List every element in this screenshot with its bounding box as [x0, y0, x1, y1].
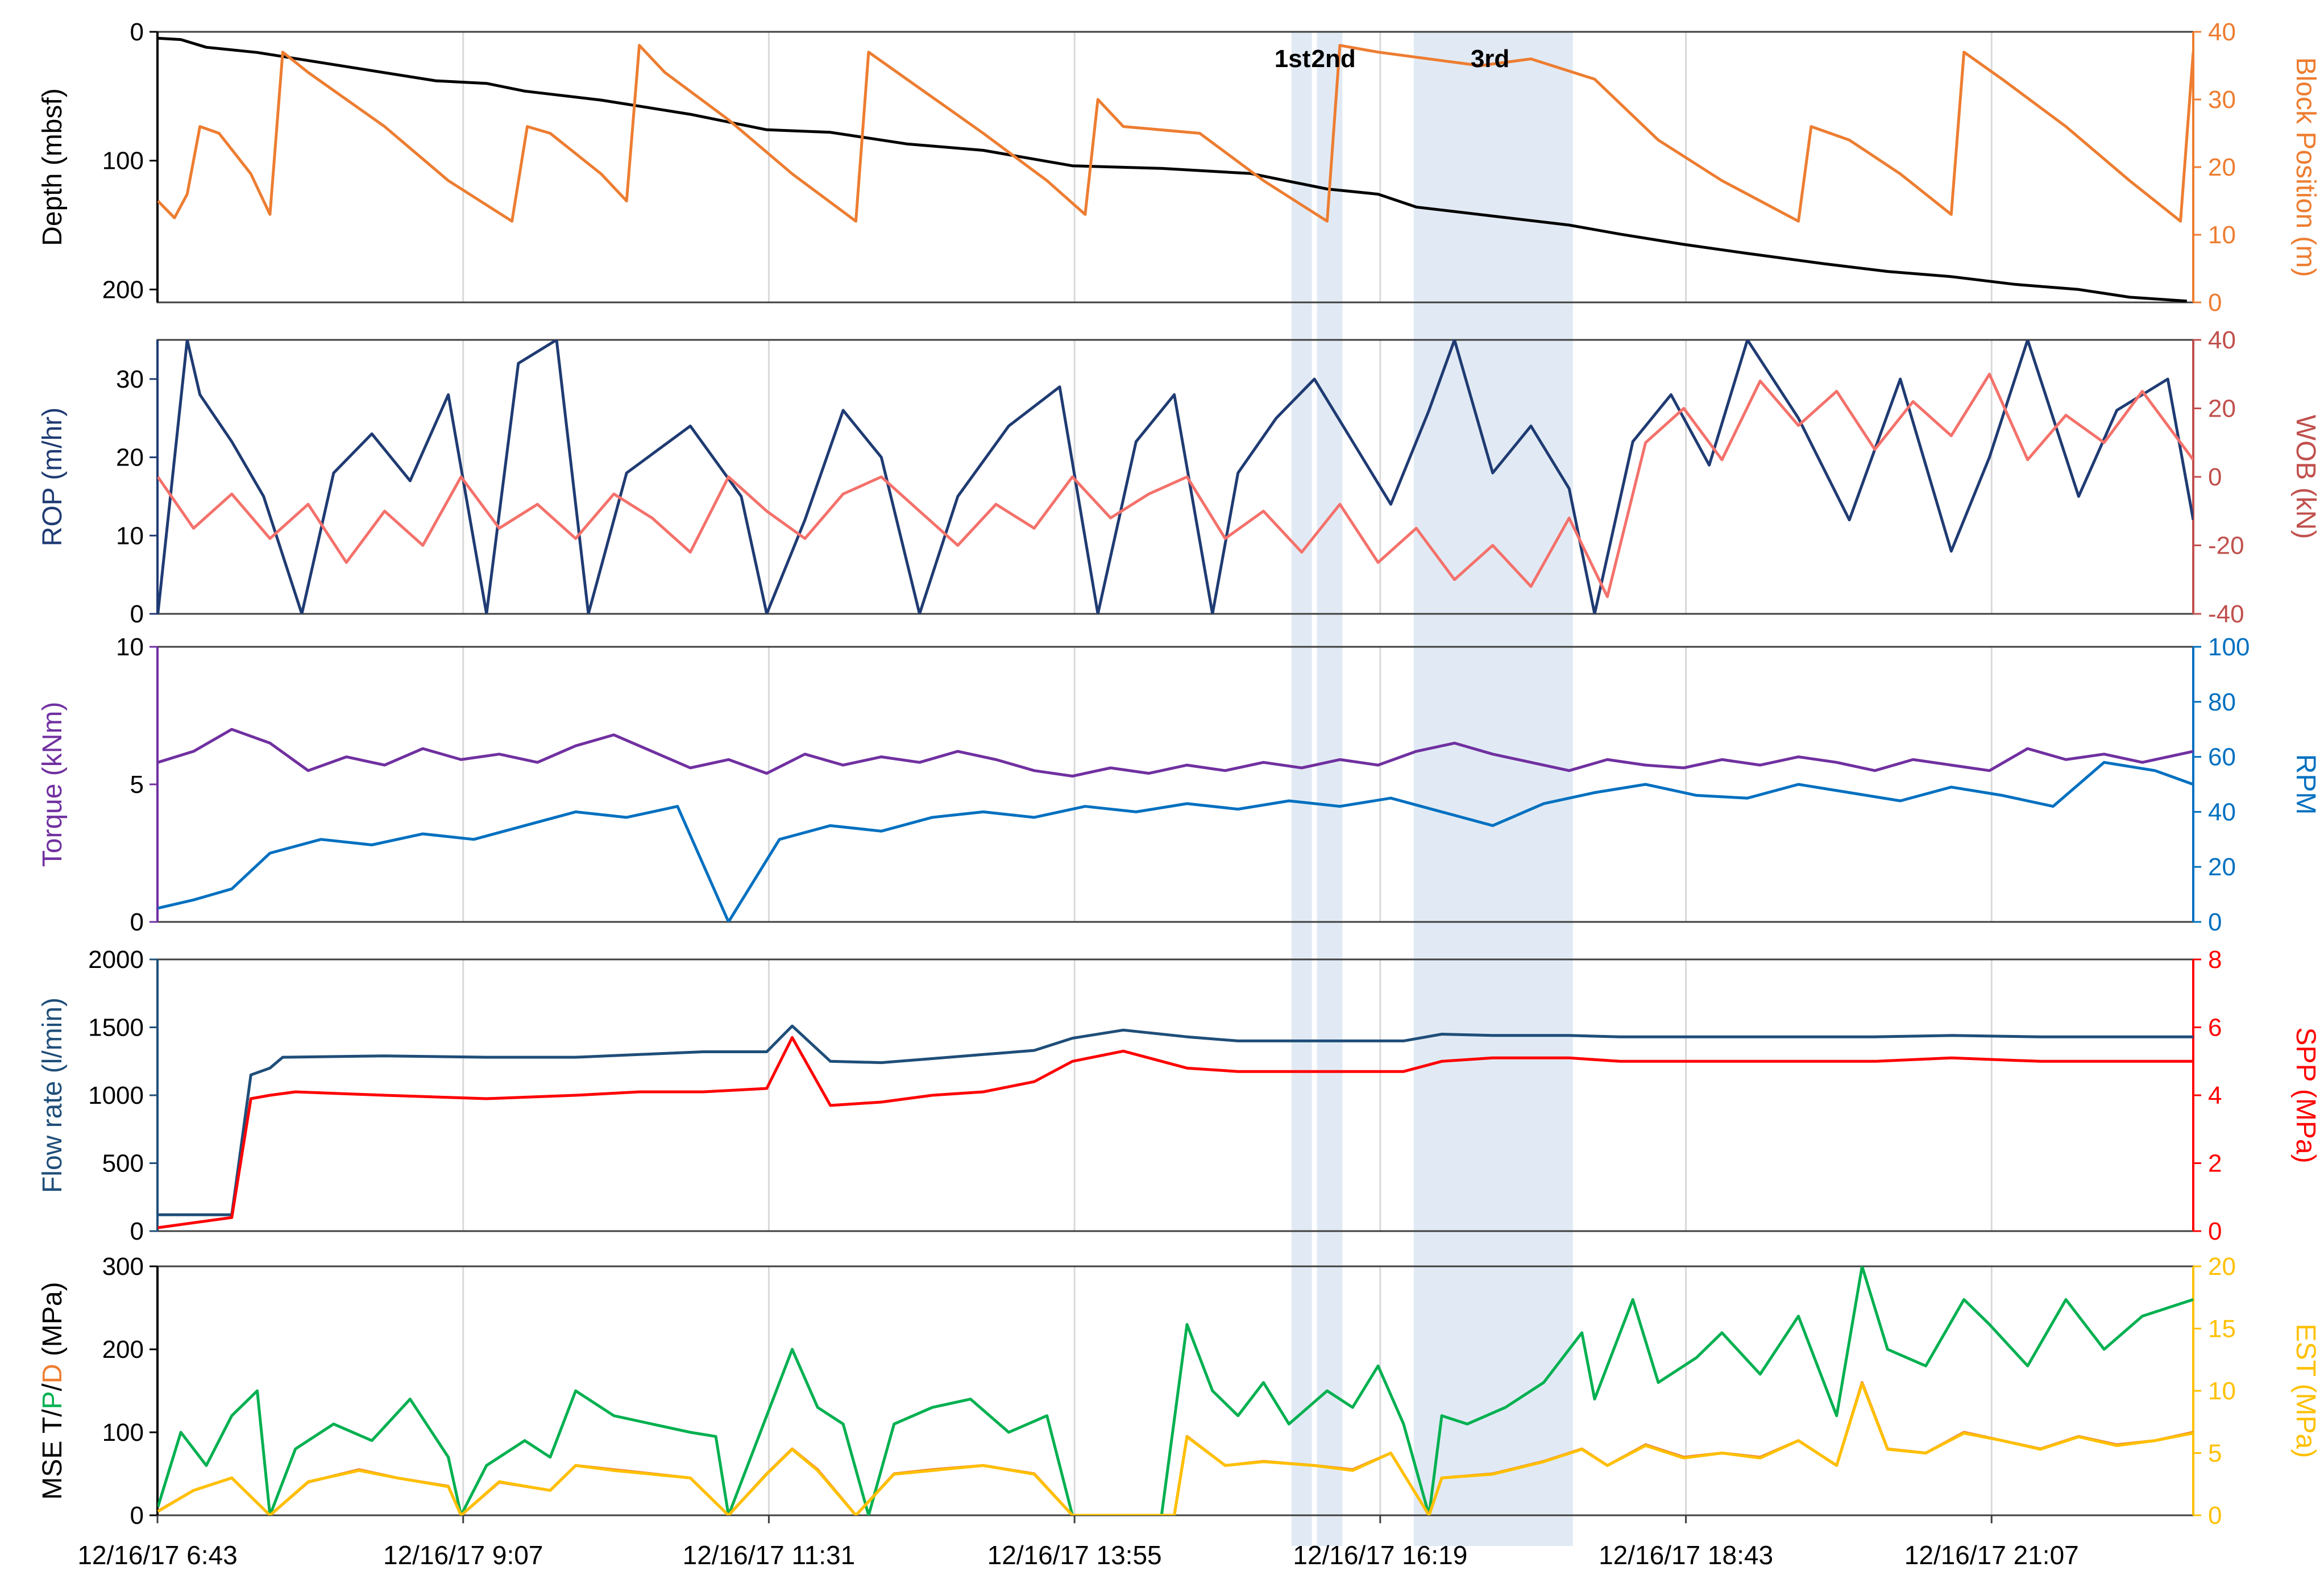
- highlight-label-2nd: 2nd: [1312, 45, 1356, 73]
- highlight-band-3rd: [1413, 32, 1573, 1546]
- x-tick-label: 12/16/17 9:07: [383, 1540, 543, 1570]
- right-tick-label: 60: [2208, 743, 2236, 771]
- left-axis-title: MSE T/P/D (MPa): [38, 1282, 68, 1499]
- right-axis-title: RPM: [2290, 754, 2321, 815]
- right-tick-label: 40: [2208, 18, 2236, 46]
- right-tick-label: 40: [2208, 326, 2236, 354]
- right-tick-label: 4: [2208, 1082, 2222, 1109]
- right-tick-label: 2: [2208, 1150, 2222, 1178]
- x-tick-label: 12/16/17 6:43: [77, 1540, 237, 1570]
- series-mse-p: [157, 1266, 2193, 1515]
- series-block-position: [157, 44, 2193, 223]
- x-tick-label: 12/16/17 11:31: [683, 1540, 856, 1570]
- left-axis-title: ROP (m/hr): [38, 408, 68, 546]
- highlight-label-3rd: 3rd: [1471, 45, 1509, 73]
- right-tick-label: 20: [2208, 153, 2236, 181]
- series-rop: [157, 340, 2193, 614]
- left-tick-label: 1000: [88, 1082, 144, 1109]
- x-tick-label: 12/16/17 16:19: [1293, 1540, 1467, 1570]
- right-tick-label: 0: [2208, 289, 2222, 317]
- left-axis-title-part: P: [38, 1391, 68, 1409]
- right-tick-label: 20: [2208, 853, 2236, 881]
- left-axis-title-part: MSE T/: [38, 1409, 68, 1500]
- left-axis-title-part: (MPa): [38, 1282, 68, 1364]
- series-est: [157, 1382, 2193, 1515]
- panel-flow_spp: 0 500 1000 1500 2000 0 2 4 6 8 Flow rate (l/min) SP…: [38, 946, 2321, 1245]
- right-tick-label: 80: [2208, 688, 2236, 716]
- series-torque: [157, 728, 2193, 778]
- series-wob: [157, 372, 2193, 598]
- x-tick-label: 12/16/17 21:07: [1904, 1540, 2079, 1570]
- right-axis-title: EST (MPa): [2290, 1324, 2321, 1458]
- highlight-band-2nd: [1317, 32, 1343, 1546]
- right-tick-label: 15: [2208, 1315, 2236, 1343]
- left-axis-title: Flow rate (l/min): [38, 998, 68, 1193]
- left-tick-label: 10: [116, 633, 144, 661]
- right-axis-title: WOB (kN): [2290, 415, 2321, 539]
- right-axis-title: SPP (MPa): [2290, 1027, 2321, 1163]
- left-axis-title-part: D: [38, 1364, 68, 1383]
- right-tick-label: 6: [2208, 1014, 2222, 1042]
- right-tick-label: 0: [2208, 1217, 2222, 1245]
- x-tick-label: 12/16/17 18:43: [1599, 1540, 1773, 1570]
- series-spp: [157, 1036, 2193, 1229]
- left-axis-title-part: /: [38, 1383, 68, 1391]
- right-tick-label: 20: [2208, 395, 2236, 423]
- left-tick-label: 100: [102, 147, 144, 175]
- series-flow-rate: [157, 1024, 2193, 1216]
- left-tick-label: 1500: [88, 1014, 144, 1042]
- right-tick-label: 8: [2208, 946, 2222, 974]
- right-tick-label: 10: [2208, 221, 2236, 249]
- left-tick-label: 200: [102, 1336, 144, 1364]
- left-axis-title: Depth (mbsf): [38, 88, 68, 246]
- left-tick-label: 0: [130, 18, 144, 46]
- right-axis-title: Block Position (m): [2290, 57, 2321, 277]
- left-tick-label: 0: [130, 600, 144, 628]
- left-tick-label: 0: [130, 908, 144, 936]
- left-tick-label: 20: [116, 444, 144, 472]
- series-rpm: [157, 760, 2193, 922]
- left-tick-label: 200: [102, 276, 144, 304]
- left-tick-label: 10: [116, 522, 144, 550]
- highlight-labels: 1st 2nd 3rd: [1275, 45, 1510, 73]
- x-axis: 12/16/17 6:43 12/16/17 9:07 12/16/17 11:31…: [77, 1515, 2079, 1570]
- highlight-label-1st: 1st: [1275, 45, 1311, 73]
- right-tick-label: 5: [2208, 1440, 2222, 1468]
- left-tick-label: 5: [130, 771, 144, 799]
- left-tick-label: 100: [102, 1419, 144, 1447]
- left-tick-label: 30: [116, 365, 144, 393]
- x-tick-label: 12/16/17 13:55: [987, 1540, 1162, 1570]
- right-tick-label: 100: [2208, 633, 2250, 661]
- right-tick-label: 40: [2208, 798, 2236, 826]
- right-tick-label: 0: [2208, 1502, 2222, 1530]
- left-tick-label: 0: [130, 1502, 144, 1530]
- right-tick-label: -40: [2208, 600, 2244, 628]
- panel-depth: 0 100 200 0 10 20 30 40 Depth (mbsf) Block Positi…: [38, 18, 2321, 317]
- panel-rop_wob: 0 10 20 30 -40 -20 0 20 40 ROP (m/hr) WOB (kN): [38, 326, 2321, 628]
- left-axis-title: Torque (kNm): [38, 702, 68, 867]
- highlight-bands: [1291, 32, 1573, 1546]
- left-tick-label: 2000: [88, 946, 144, 974]
- right-tick-label: 0: [2208, 908, 2222, 936]
- right-tick-label: 10: [2208, 1377, 2236, 1405]
- left-tick-label: 500: [102, 1150, 144, 1178]
- right-tick-label: -20: [2208, 532, 2244, 560]
- highlight-band-1st: [1291, 32, 1312, 1546]
- left-tick-label: 0: [130, 1217, 144, 1245]
- right-tick-label: 20: [2208, 1253, 2236, 1281]
- panel-mse_est: 0 100 200 300 0 5 10 15 20 MSE T/P/D (MPa) EST (MP…: [38, 1253, 2321, 1530]
- left-tick-label: 300: [102, 1253, 144, 1281]
- right-tick-label: 30: [2208, 86, 2236, 114]
- right-tick-label: 0: [2208, 463, 2222, 491]
- series-depth: [157, 36, 2187, 302]
